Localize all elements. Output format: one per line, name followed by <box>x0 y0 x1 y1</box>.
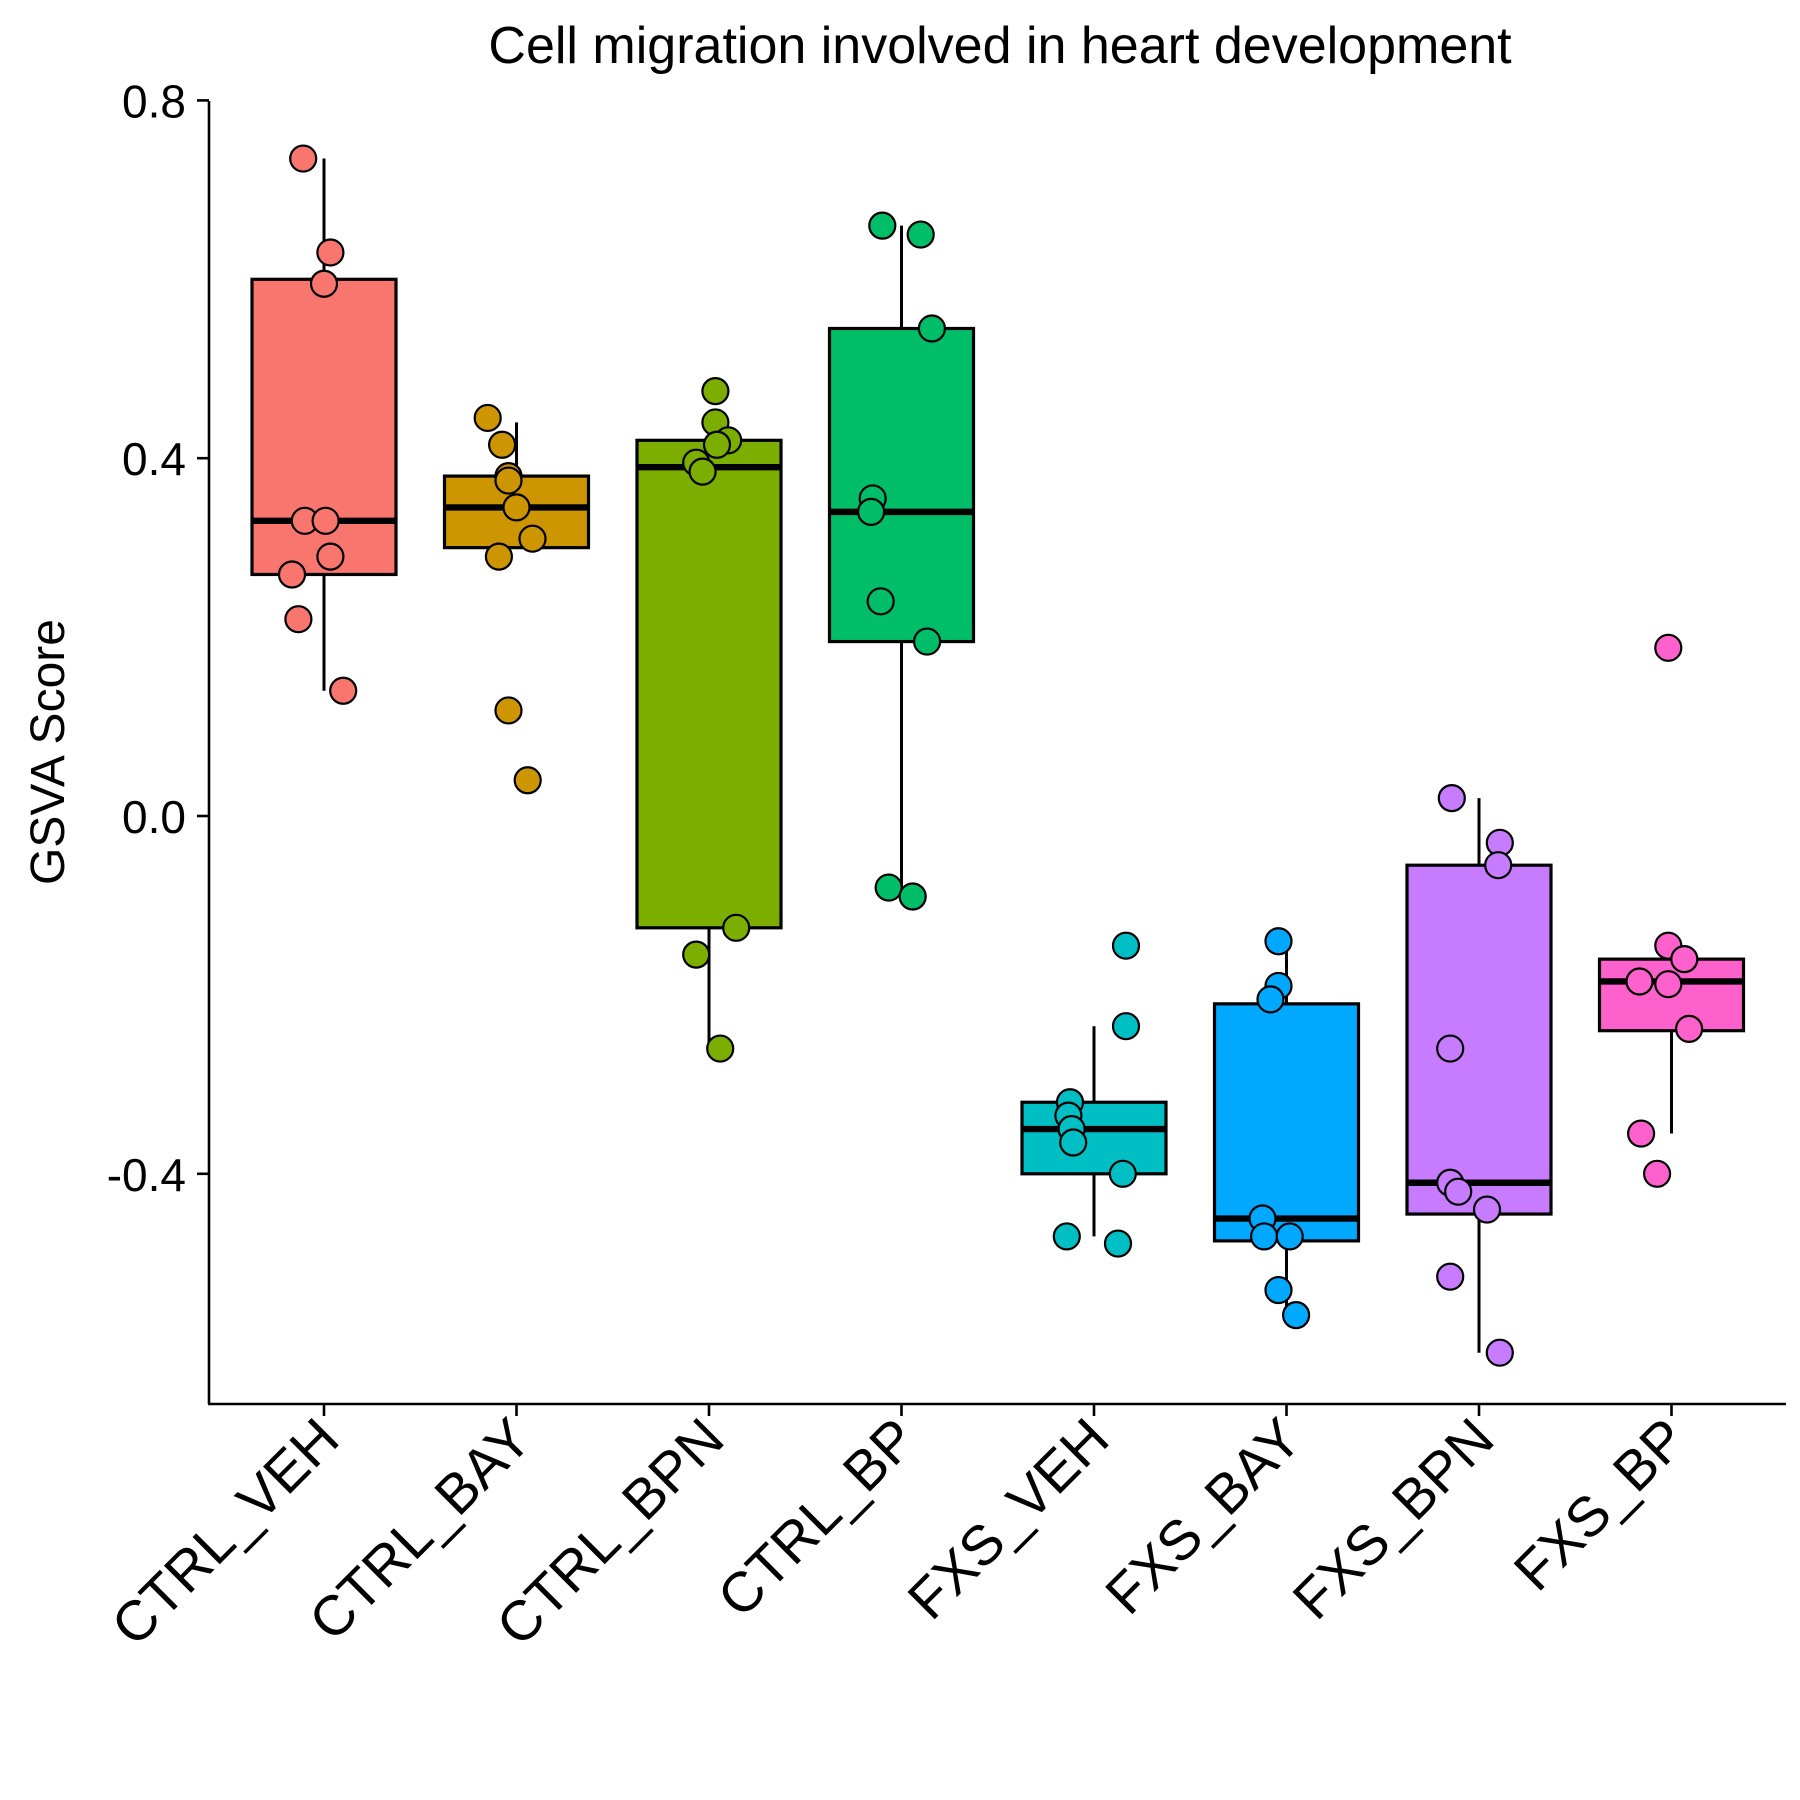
data-point <box>1626 1119 1656 1148</box>
y-tick-label: 0.0 <box>122 791 186 843</box>
data-point <box>1642 1159 1672 1188</box>
data-point <box>484 542 513 571</box>
data-point <box>1485 1338 1514 1367</box>
axes <box>207 101 1786 1406</box>
box <box>827 326 976 644</box>
data-point <box>1264 1275 1293 1305</box>
y-axis-ticks: 0.8 0.4 0.0 -0.4 <box>107 75 209 1201</box>
data-point <box>289 144 318 173</box>
x-tick-label: FXS_BAY <box>1093 1406 1313 1626</box>
data-point <box>311 506 340 535</box>
data-point <box>1625 967 1654 996</box>
y-axis-label: GSVA Score <box>22 619 75 885</box>
data-point <box>316 542 345 571</box>
box <box>1212 1002 1361 1243</box>
data-point <box>1670 945 1699 974</box>
data-point <box>1249 1222 1279 1251</box>
data-point <box>309 269 339 298</box>
box <box>1020 1100 1168 1176</box>
data-point <box>682 940 711 969</box>
data-point <box>688 457 717 486</box>
data-point <box>1472 1195 1502 1224</box>
data-point <box>1674 1014 1704 1043</box>
data-point <box>868 211 897 240</box>
y-tick-label: 0.4 <box>122 433 186 485</box>
x-tick-label: FXS_BPN <box>1280 1406 1505 1631</box>
data-point <box>1256 985 1285 1014</box>
data-point <box>722 913 751 942</box>
data-point <box>912 627 942 656</box>
data-point <box>1484 851 1513 880</box>
group-ctrl-veh <box>250 144 398 705</box>
data-point <box>1103 1229 1133 1258</box>
data-point <box>513 766 542 795</box>
chart-title: Cell migration involved in heart develop… <box>488 17 1512 75</box>
x-axis-ticks: CTRL_VEHCTRL_BAYCTRL_BPNCTRL_BPFXS_VEHFX… <box>99 1404 1698 1657</box>
data-point <box>1264 927 1293 956</box>
x-tick-label: FXS_VEH <box>895 1406 1120 1631</box>
group-fxs-bay <box>1212 927 1361 1330</box>
data-point <box>518 524 547 553</box>
data-point <box>277 560 307 589</box>
data-point <box>1052 1222 1081 1251</box>
y-tick-label: -0.4 <box>107 1149 186 1201</box>
data-point <box>488 430 517 459</box>
data-point <box>1436 1034 1465 1063</box>
data-point <box>898 882 927 911</box>
group-ctrl-bay <box>442 403 591 795</box>
data-point <box>1108 1159 1137 1188</box>
data-point <box>1281 1301 1311 1330</box>
group-fxs-bpn <box>1405 784 1553 1367</box>
data-point <box>329 676 358 705</box>
group-ctrl-bp <box>827 211 976 911</box>
y-tick-label: 0.8 <box>122 75 186 127</box>
group-fxs-bp <box>1597 633 1746 1188</box>
data-point <box>706 1034 735 1063</box>
data-point <box>701 377 730 406</box>
data-point <box>1059 1128 1088 1157</box>
data-point <box>917 314 947 343</box>
data-point <box>1654 633 1683 662</box>
data-point <box>502 493 531 522</box>
data-point <box>1111 1012 1141 1041</box>
x-tick-label: CTRL_BP <box>705 1406 928 1629</box>
data-point <box>316 238 345 267</box>
data-point <box>702 430 732 459</box>
data-point <box>866 587 895 616</box>
data-point <box>494 466 523 495</box>
data-point <box>473 403 502 433</box>
data-point <box>1444 1177 1473 1206</box>
data-point <box>1111 931 1141 960</box>
box <box>635 438 783 930</box>
data-point <box>906 220 935 249</box>
data-point <box>856 497 886 526</box>
data-point <box>1437 784 1466 813</box>
data-point <box>494 696 523 725</box>
data-point <box>284 605 313 634</box>
group-fxs-veh <box>1020 931 1168 1258</box>
plot-area <box>250 144 1746 1367</box>
data-point <box>1275 1222 1304 1251</box>
data-point <box>1654 970 1683 999</box>
box <box>1405 863 1553 1216</box>
group-ctrl-bpn <box>635 377 783 1063</box>
data-point <box>874 873 903 902</box>
x-tick-label: FXS_BP <box>1502 1406 1698 1602</box>
data-point <box>1436 1262 1465 1291</box>
